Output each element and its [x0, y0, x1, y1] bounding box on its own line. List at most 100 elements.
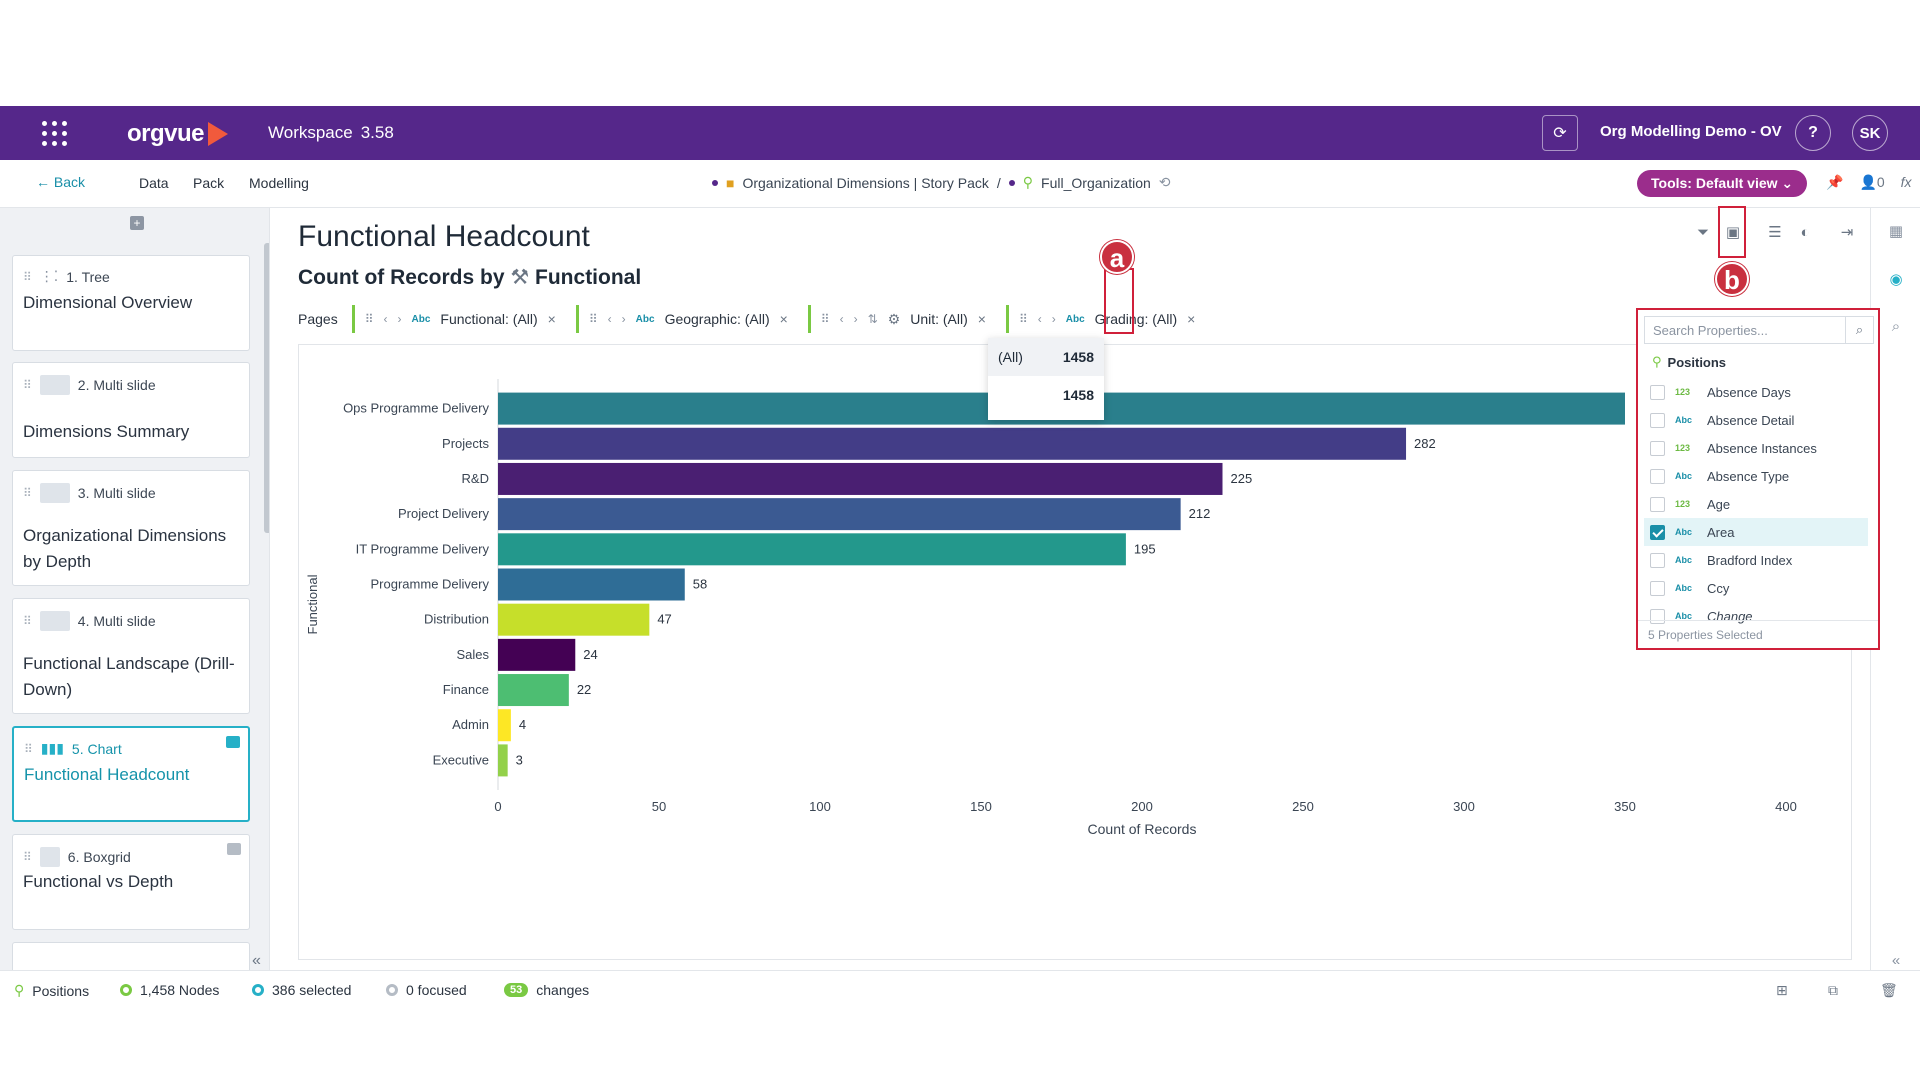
filter-label[interactable]: Grading: (All)	[1094, 311, 1178, 327]
collapse-rail-icon[interactable]: «	[1891, 952, 1901, 969]
help-button[interactable]: ?	[1795, 115, 1831, 151]
refresh-icon[interactable]: ⟲	[1158, 174, 1171, 190]
tools-view-dropdown[interactable]: Tools: Default view ⌄	[1637, 170, 1808, 197]
property-checkbox[interactable]	[1650, 580, 1665, 596]
status-changes[interactable]: 53 changes	[504, 982, 589, 998]
list-icon[interactable]: ☰	[1768, 224, 1782, 241]
next-icon[interactable]: ›	[621, 312, 626, 326]
property-item[interactable]: Abc Area	[1644, 518, 1868, 546]
drag-handle-icon[interactable]: ⠿	[23, 378, 32, 392]
duplicate-icon[interactable]: ⧉	[1828, 982, 1838, 998]
focus-icon[interactable]: ◉	[1889, 271, 1903, 288]
close-icon[interactable]: ×	[977, 311, 986, 327]
filter-geographic[interactable]: ⠿ ‹ › Abc Geographic: (All) ×	[575, 305, 798, 333]
property-checkbox[interactable]	[1650, 412, 1665, 428]
menu-pack[interactable]: Pack	[193, 175, 225, 191]
close-icon[interactable]: ×	[779, 311, 788, 327]
slide-card-1[interactable]: ⠿ ⋮⁚ 1. Tree Dimensional Overview	[12, 255, 250, 351]
prev-icon[interactable]: ‹	[607, 312, 612, 326]
bar[interactable]	[498, 533, 1126, 566]
bar[interactable]	[498, 709, 511, 742]
drag-handle-icon[interactable]: ⠿	[23, 850, 32, 864]
next-icon[interactable]: ›	[397, 312, 402, 326]
bar[interactable]	[498, 568, 685, 601]
search-icon[interactable]: ⌕	[1891, 318, 1901, 335]
property-item[interactable]: 123 Absence Days	[1644, 378, 1868, 406]
filter-label[interactable]: Unit: (All)	[910, 311, 968, 327]
pin-icon[interactable]: 📌	[1826, 174, 1844, 190]
slide-card-6[interactable]: ⠿ 6. Boxgrid Functional vs Depth	[12, 834, 250, 930]
fx-icon[interactable]: fx	[1900, 174, 1912, 190]
back-link[interactable]: ← Back	[36, 174, 86, 190]
bar[interactable]	[498, 498, 1181, 531]
prev-icon[interactable]: ‹	[839, 312, 844, 326]
filter-unit[interactable]: ⠿ ‹ › ⇅ ⚙ Unit: (All) ×	[807, 305, 996, 333]
trash-icon[interactable]: 🗑	[1880, 982, 1898, 998]
crumb-dataset[interactable]: Full_Organization	[1041, 174, 1151, 191]
next-icon[interactable]: ›	[1051, 312, 1056, 326]
bar[interactable]	[498, 603, 650, 636]
property-checkbox[interactable]	[1650, 524, 1665, 540]
property-item[interactable]: 123 Age	[1644, 490, 1868, 518]
property-item[interactable]: Abc Ccy	[1644, 574, 1868, 602]
drag-handle-icon[interactable]: ⠿	[23, 269, 32, 284]
collapse-sidebar-icon[interactable]: «	[252, 952, 261, 969]
prev-icon[interactable]: ‹	[1037, 312, 1042, 326]
slide-card-2[interactable]: ⠿ 2. Multi slide Dimensions Summary	[12, 362, 250, 458]
menu-data[interactable]: Data	[139, 175, 169, 191]
add-slide-icon[interactable]: +	[130, 216, 144, 230]
property-checkbox[interactable]	[1650, 608, 1665, 624]
property-checkbox[interactable]	[1650, 552, 1665, 568]
image-icon[interactable]: ▦	[1888, 223, 1904, 240]
sync-icon[interactable]: ⟳	[1542, 115, 1578, 151]
menu-modelling[interactable]: Modelling	[249, 175, 309, 191]
drag-handle-icon[interactable]: ⠿	[820, 312, 830, 326]
property-group-header[interactable]: ⚲ Positions	[1652, 354, 1726, 370]
sidebar-scrollbar[interactable]	[264, 243, 269, 533]
crumb-pack[interactable]: Organizational Dimensions | Story Pack	[742, 174, 989, 191]
slide-card-5[interactable]: ⠿ ▮▮▮ 5. Chart Functional Headcount	[12, 726, 250, 822]
property-checkbox[interactable]	[1650, 468, 1665, 484]
bar[interactable]	[498, 638, 576, 671]
bar[interactable]	[498, 427, 1407, 460]
search-icon[interactable]: ⌕	[1845, 317, 1873, 343]
close-icon[interactable]: ×	[547, 311, 556, 327]
add-icon[interactable]: ⊞	[1776, 982, 1788, 998]
dropdown-option[interactable]: (All) 1458	[988, 338, 1104, 376]
property-item[interactable]: Abc Change	[1644, 602, 1868, 630]
bar[interactable]	[498, 462, 1223, 495]
filter-icon[interactable]: ⏷	[1696, 223, 1709, 241]
filter-label[interactable]: Geographic: (All)	[664, 311, 770, 327]
sort-icon[interactable]: ⇅	[867, 312, 878, 326]
property-item[interactable]: Abc Bradford Index	[1644, 546, 1868, 574]
palette-icon[interactable]: ◐	[1800, 223, 1810, 241]
orgvue-logo[interactable]: orgvue	[127, 120, 229, 148]
drag-handle-icon[interactable]: ⠿	[588, 312, 598, 326]
drag-handle-icon[interactable]: ⠿	[23, 486, 32, 500]
properties-icon[interactable]: ▣	[1725, 224, 1741, 241]
property-checkbox[interactable]	[1650, 384, 1665, 400]
property-checkbox[interactable]	[1650, 440, 1665, 456]
status-focused[interactable]: 0 focused	[386, 982, 467, 998]
slide-comment-icon[interactable]	[227, 843, 241, 855]
status-nodes[interactable]: 1,458 Nodes	[120, 982, 219, 998]
drag-handle-icon[interactable]: ⠿	[23, 614, 32, 628]
prev-icon[interactable]: ‹	[383, 312, 388, 326]
next-icon[interactable]: ›	[853, 312, 858, 326]
property-item[interactable]: Abc Absence Detail	[1644, 406, 1868, 434]
property-item[interactable]: 123 Absence Instances	[1644, 434, 1868, 462]
bar[interactable]	[498, 674, 569, 707]
property-checkbox[interactable]	[1650, 496, 1665, 512]
app-grid-icon[interactable]	[42, 121, 68, 147]
slide-comment-icon[interactable]	[226, 736, 240, 748]
dropdown-option[interactable]: 1458	[988, 376, 1104, 414]
filter-label[interactable]: Functional: (All)	[440, 311, 538, 327]
status-selected[interactable]: 386 selected	[252, 982, 351, 998]
drag-handle-icon[interactable]: ⠿	[364, 312, 374, 326]
property-item[interactable]: Abc Absence Type	[1644, 462, 1868, 490]
slide-card-4[interactable]: ⠿ 4. Multi slide Functional Landscape (Dr…	[12, 598, 250, 714]
avatar[interactable]: SK	[1852, 115, 1888, 151]
export-icon[interactable]: ⇥	[1840, 224, 1854, 241]
close-icon[interactable]: ×	[1187, 311, 1196, 327]
filter-functional[interactable]: ⠿ ‹ › Abc Functional: (All) ×	[351, 305, 566, 333]
